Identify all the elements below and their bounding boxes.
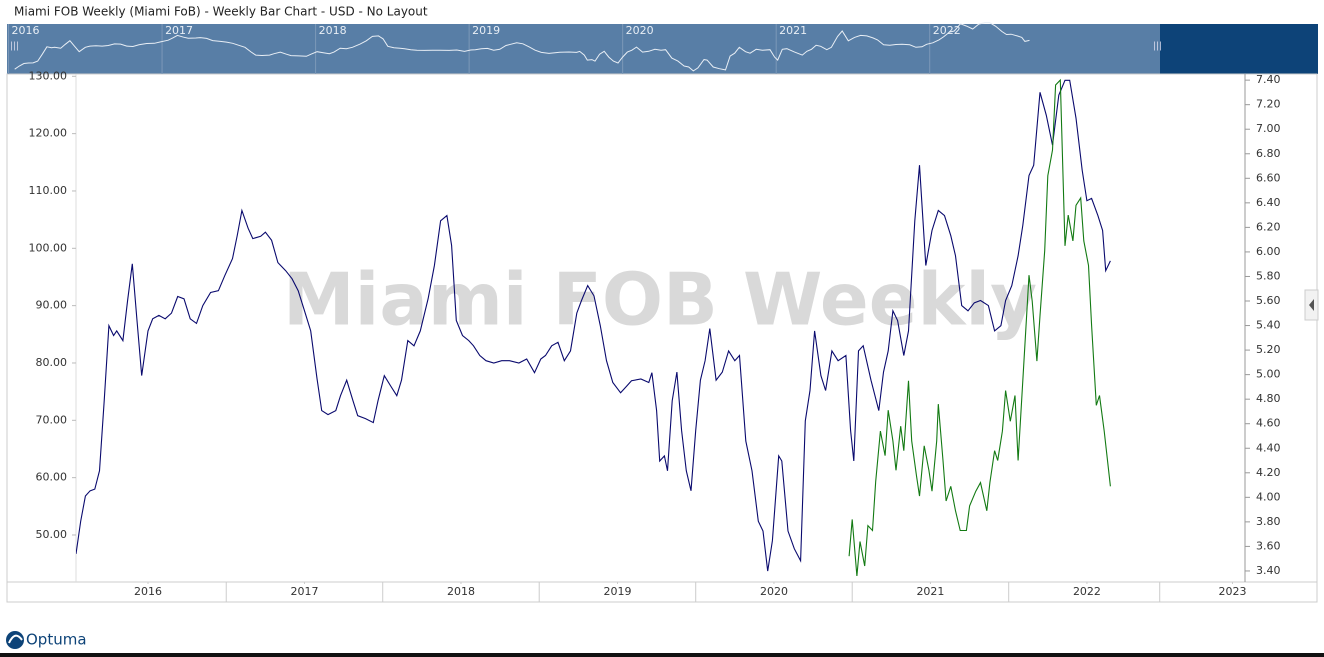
y2-tick-label: 6.60 bbox=[1256, 171, 1281, 184]
plot-frame bbox=[6, 73, 1318, 603]
bottom-bar bbox=[0, 653, 1324, 657]
y2-tick-label: 6.20 bbox=[1256, 220, 1281, 233]
series-line bbox=[76, 79, 1111, 572]
watermark: Miami FOB Weekly bbox=[283, 258, 1037, 342]
x-tick-label: 2022 bbox=[1073, 585, 1101, 598]
nav-handle[interactable]: ||| bbox=[1153, 42, 1162, 52]
y2-tick-label: 6.00 bbox=[1256, 245, 1281, 258]
y-tick-label: 50.00 bbox=[36, 528, 68, 541]
y2-tick-label: 4.60 bbox=[1256, 417, 1281, 430]
y-tick-label: 70.00 bbox=[36, 413, 68, 426]
y2-tick-label: 5.80 bbox=[1256, 269, 1281, 282]
navigator-empty bbox=[1160, 24, 1318, 74]
y2-tick-label: 7.20 bbox=[1256, 98, 1281, 111]
y2-tick-label: 6.40 bbox=[1256, 196, 1281, 209]
y-tick-label: 100.00 bbox=[29, 241, 68, 254]
y2-tick-label: 5.60 bbox=[1256, 294, 1281, 307]
series-line bbox=[848, 78, 1111, 576]
x-tick-label: 2016 bbox=[134, 585, 162, 598]
y2-tick-label: 3.80 bbox=[1256, 515, 1281, 528]
logo-icon bbox=[6, 631, 24, 649]
y2-tick-label: 4.80 bbox=[1256, 392, 1281, 405]
y2-tick-label: 3.40 bbox=[1256, 564, 1281, 577]
y2-tick-label: 6.80 bbox=[1256, 147, 1281, 160]
logo-wave bbox=[8, 634, 23, 644]
y2-tick-label: 5.40 bbox=[1256, 319, 1281, 332]
nav-tick-label: 2021 bbox=[779, 24, 807, 37]
nav-tick-label: 2016 bbox=[12, 24, 40, 37]
nav-tick-label: 2018 bbox=[319, 24, 347, 37]
brand: Optuma bbox=[26, 631, 87, 649]
y-tick-label: 60.00 bbox=[36, 471, 68, 484]
y-tick-label: 120.00 bbox=[29, 127, 68, 140]
x-tick-label: 2021 bbox=[916, 585, 944, 598]
navigator[interactable] bbox=[7, 24, 1160, 74]
y2-tick-label: 3.60 bbox=[1256, 539, 1281, 552]
nav-tick-label: 2022 bbox=[933, 24, 961, 37]
nav-tick-label: 2019 bbox=[472, 24, 500, 37]
y2-tick-label: 4.20 bbox=[1256, 466, 1281, 479]
y-tick-label: 130.00 bbox=[29, 69, 68, 82]
y2-tick-label: 4.40 bbox=[1256, 441, 1281, 454]
y-tick-label: 110.00 bbox=[29, 184, 68, 197]
nav-handle[interactable]: ||| bbox=[10, 42, 19, 52]
x-tick-label: 2017 bbox=[290, 585, 318, 598]
y2-tick-label: 5.20 bbox=[1256, 343, 1281, 356]
x-tick-label: 2018 bbox=[447, 585, 475, 598]
y2-tick-label: 5.00 bbox=[1256, 368, 1281, 381]
chart-title: Miami FOB Weekly (Miami FoB) - Weekly Ba… bbox=[14, 5, 428, 19]
y2-tick-label: 7.40 bbox=[1256, 73, 1281, 86]
y-tick-label: 90.00 bbox=[36, 299, 68, 312]
y-tick-label: 80.00 bbox=[36, 356, 68, 369]
x-tick-label: 2023 bbox=[1218, 585, 1246, 598]
y2-tick-label: 7.00 bbox=[1256, 122, 1281, 135]
chevron-icon bbox=[1309, 299, 1314, 311]
nav-line bbox=[14, 22, 1030, 72]
x-tick-label: 2019 bbox=[603, 585, 631, 598]
nav-tick-label: 2017 bbox=[165, 24, 193, 37]
nav-tick-label: 2020 bbox=[626, 24, 654, 37]
x-tick-label: 2020 bbox=[760, 585, 788, 598]
y2-tick-label: 4.00 bbox=[1256, 490, 1281, 503]
